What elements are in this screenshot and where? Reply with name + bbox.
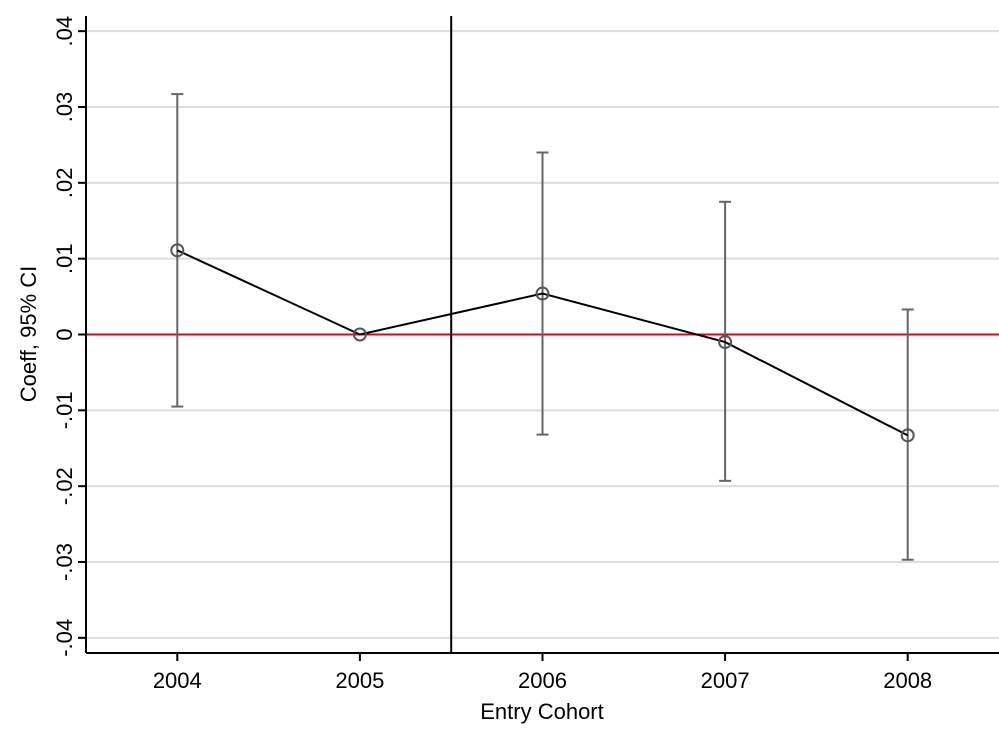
error-bars	[171, 93, 914, 561]
series-line	[176, 249, 909, 437]
y-tick-label-5: .01	[52, 243, 77, 274]
y-tick-label-0: -.04	[52, 619, 77, 657]
point-2006	[535, 286, 550, 301]
point-2004	[170, 243, 185, 258]
point-2005	[352, 327, 367, 342]
x-tick-label-2004: 2004	[153, 668, 202, 693]
y-tick-label-7: .03	[52, 92, 77, 123]
y-tick-label-8: .04	[52, 16, 77, 47]
y-tick-label-3: -.01	[52, 391, 77, 429]
y-tick-label-2: -.02	[52, 467, 77, 505]
point-2007	[718, 335, 733, 350]
axes: -.04 -.03 -.02 -.01 0 .01 .02 .03 .04 2004 2005 200…	[52, 16, 999, 693]
y-tick-label-4: 0	[52, 328, 77, 340]
y-tick-label-6: .02	[52, 168, 77, 199]
point-2008	[900, 428, 915, 443]
x-tick-label-2005: 2005	[335, 668, 384, 693]
coefficient-line	[176, 249, 909, 437]
x-tick-label-2007: 2007	[701, 668, 750, 693]
y-tick-label-1: -.03	[52, 543, 77, 581]
series-markers	[170, 243, 915, 443]
axis-labels: Entry Cohort Coeff, 95% CI	[16, 266, 604, 724]
x-tick-label-2008: 2008	[883, 668, 932, 693]
y-axis-title: Coeff, 95% CI	[16, 266, 41, 403]
x-axis-title: Entry Cohort	[480, 699, 604, 724]
x-tick-label-2006: 2006	[518, 668, 567, 693]
